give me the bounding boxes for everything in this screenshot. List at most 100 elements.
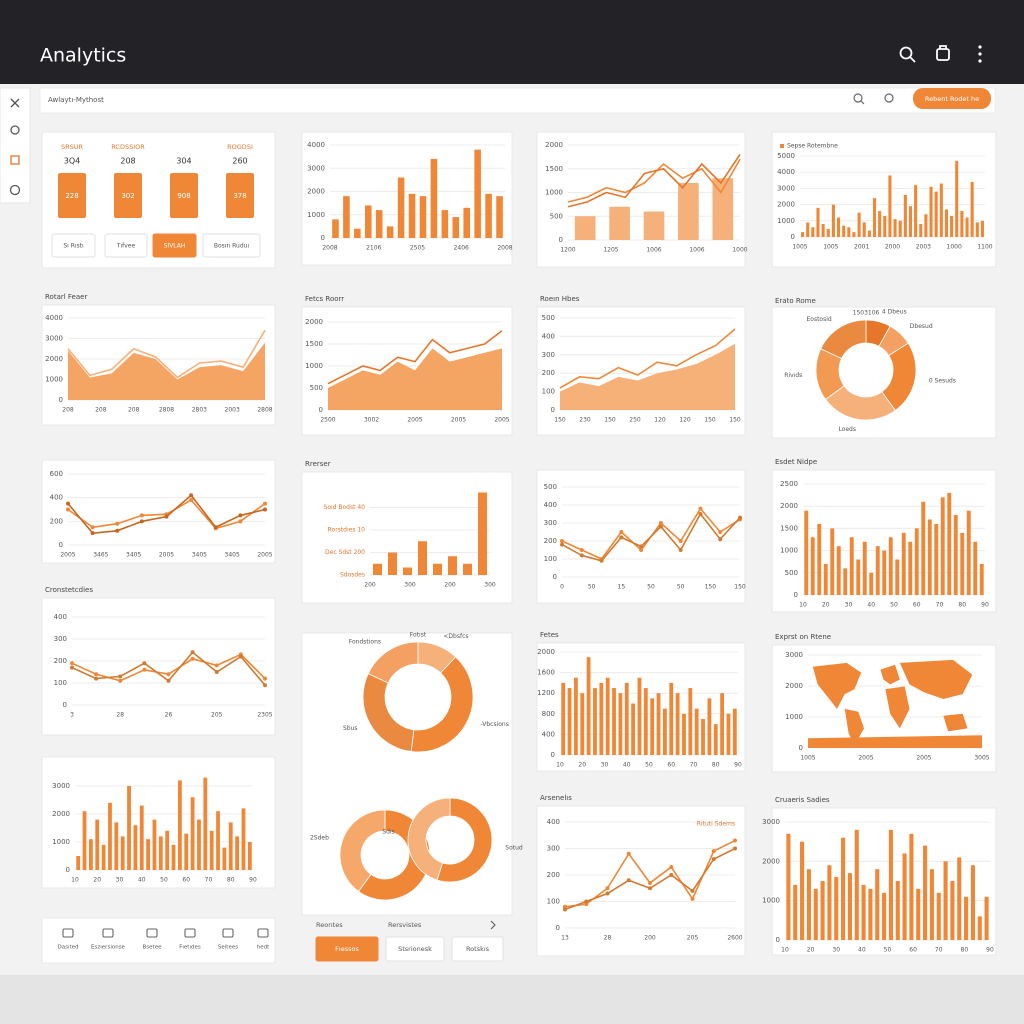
footer-icon-label[interactable]: Eszıersionse <box>91 945 126 951</box>
land <box>885 686 910 729</box>
sidebar-icons[interactable] <box>9 98 21 196</box>
y-tick-label: 500 <box>785 569 798 577</box>
tab-button-label[interactable]: Fıessos <box>335 945 359 953</box>
search-icon[interactable] <box>899 46 913 60</box>
footer-icon[interactable] <box>184 928 196 938</box>
bar <box>599 682 604 755</box>
toolbar-button-label[interactable]: Rebent Rodet he <box>925 95 979 103</box>
tab-button[interactable] <box>315 936 379 962</box>
footer-icon-label[interactable]: Dasıted <box>57 945 78 951</box>
x-tick-label: 28 <box>604 935 612 942</box>
footer-icon-label[interactable]: hedt <box>257 945 270 951</box>
toolbar-button[interactable] <box>913 88 991 109</box>
y-tick-label: 300 <box>547 845 560 853</box>
bar <box>934 523 939 595</box>
tab-button-label[interactable]: Stsrionesk <box>398 945 432 953</box>
chart-title: Fetcs Roorr <box>305 295 344 303</box>
x-tick-label: 2005 <box>858 755 873 762</box>
kpi-button-label[interactable]: Bosın Ruduı <box>214 243 250 250</box>
tab[interactable]: Rersvistes <box>388 921 422 929</box>
kpi-button[interactable] <box>51 233 96 258</box>
bar <box>867 230 871 237</box>
menu-icon[interactable] <box>978 45 982 63</box>
footer-icon[interactable] <box>146 928 158 938</box>
land <box>812 662 862 709</box>
footer-icon[interactable] <box>62 928 74 938</box>
kpi-value: 260 <box>232 157 247 166</box>
bag-icon[interactable] <box>936 48 950 61</box>
bar <box>669 682 674 755</box>
donut-label: Loeds <box>838 426 856 433</box>
kpi-button-label[interactable]: Tıfvee <box>116 243 136 250</box>
bar <box>980 220 984 237</box>
point <box>626 878 631 883</box>
tab-button[interactable] <box>385 936 445 962</box>
bar <box>882 892 887 940</box>
tab-button[interactable] <box>451 936 504 962</box>
close-icon[interactable] <box>10 98 20 108</box>
kpi-tile-value: 228 <box>65 192 78 200</box>
x-tick-label: 10 <box>799 602 807 609</box>
bar <box>940 497 945 595</box>
kpi-tile-value: 302 <box>121 192 134 200</box>
point <box>189 498 194 503</box>
tab-button-label[interactable]: Rotskıs <box>466 945 490 953</box>
nav-icon[interactable] <box>9 184 21 196</box>
y-tick-label: 200 <box>54 657 67 665</box>
footer-icon-label[interactable]: Seitees <box>218 945 238 951</box>
bar <box>573 677 578 755</box>
x-tick-label: 90 <box>249 877 257 884</box>
bar <box>228 822 233 870</box>
bar <box>197 819 201 870</box>
tab[interactable]: Reorıtes <box>316 921 343 929</box>
footer-icon[interactable] <box>102 928 114 938</box>
x-tick-label: 60 <box>182 877 190 884</box>
y-tick-label: 1200 <box>537 689 555 697</box>
bar <box>895 559 900 595</box>
bar <box>650 698 655 755</box>
kpi-button-label[interactable]: SIVLAH <box>164 243 186 250</box>
point <box>733 838 737 843</box>
chart-title: Fetes <box>540 631 559 639</box>
y-tick-label: 200 <box>547 871 560 879</box>
kpi-button[interactable] <box>104 233 148 258</box>
point <box>599 558 604 563</box>
sidebar <box>0 87 31 204</box>
toolbar-label: Awlaytı-Mythost <box>48 96 104 104</box>
point <box>214 670 219 674</box>
y-tick-label: 1000 <box>777 217 795 225</box>
y-tick-label: 400 <box>50 494 63 502</box>
bar <box>247 842 252 870</box>
y-tick-label: 1000 <box>762 897 780 905</box>
y-tick-label: 4000 <box>307 141 325 149</box>
y-tick-label: 400 <box>547 818 560 826</box>
x-tick-label: 1000 <box>732 247 747 254</box>
nav-icon[interactable] <box>10 155 20 165</box>
tab-arrow[interactable] <box>490 920 496 930</box>
nav-icon[interactable] <box>10 125 20 135</box>
kpi-value: 208 <box>120 157 135 166</box>
x-tick-label: 1006 <box>689 247 704 254</box>
x-tick-label: 80 <box>712 762 720 769</box>
header-icons[interactable] <box>899 45 950 63</box>
y-tick-label: 1000 <box>785 713 803 721</box>
y-tick-label: 2000 <box>545 141 563 149</box>
x-tick-label: 200 <box>644 935 656 942</box>
footer-icon[interactable] <box>257 928 269 938</box>
kpi-button[interactable] <box>202 233 261 258</box>
x-tick-label: 50 <box>677 584 685 591</box>
bar <box>574 216 596 240</box>
x-tick-label: 15 <box>618 584 626 591</box>
kpi-button-label[interactable]: Sı Rıstı <box>63 243 84 250</box>
footer-icon[interactable] <box>222 928 234 938</box>
bar <box>953 515 958 595</box>
x-tick-label: 2008 <box>322 245 337 252</box>
footer-icon-label[interactable]: Fıetıdes <box>179 945 201 951</box>
footer-icon-label[interactable]: Bsetee <box>143 945 163 951</box>
filter-icon[interactable] <box>884 93 894 103</box>
bar <box>898 220 902 237</box>
toolbar-icons[interactable] <box>853 93 894 105</box>
kpi-button[interactable] <box>152 233 197 258</box>
y-tick-label: 200 <box>542 369 555 377</box>
search-icon[interactable] <box>853 93 863 103</box>
